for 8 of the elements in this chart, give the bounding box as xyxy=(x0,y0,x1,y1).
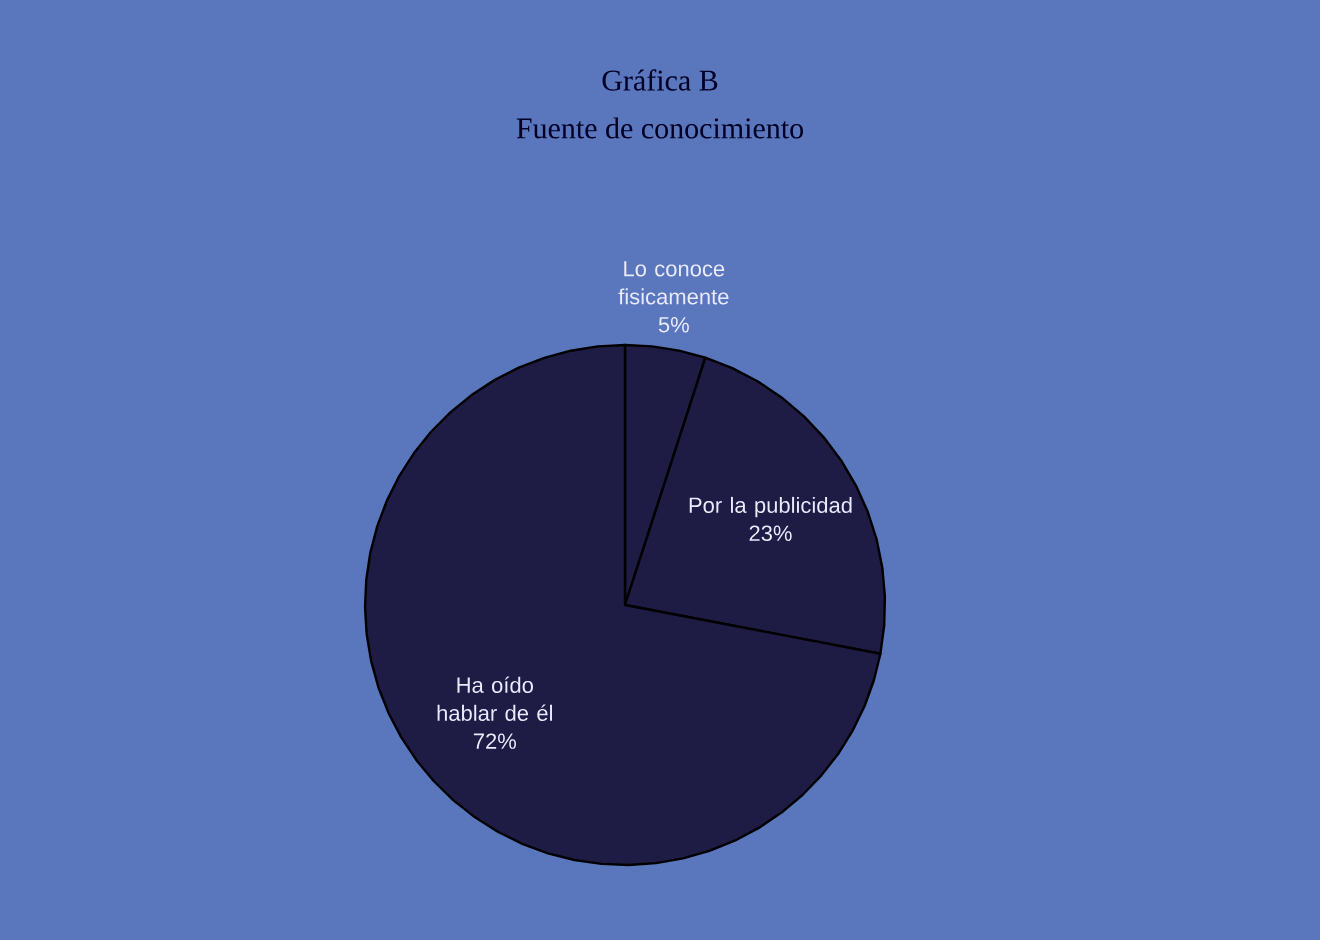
chart-title: Gráfica B xyxy=(602,69,718,91)
slice-label: Por la publicidad xyxy=(689,496,852,518)
chart-subtitle: Fuente de conocimiento xyxy=(516,117,804,139)
data-label: 23% xyxy=(749,525,792,542)
slice-label: Lo conoce fisicamente xyxy=(618,261,729,305)
data-label: 72% xyxy=(473,733,516,749)
slice-label: Ha oído hablar de él xyxy=(437,676,552,721)
data-label: 5% xyxy=(658,317,689,333)
